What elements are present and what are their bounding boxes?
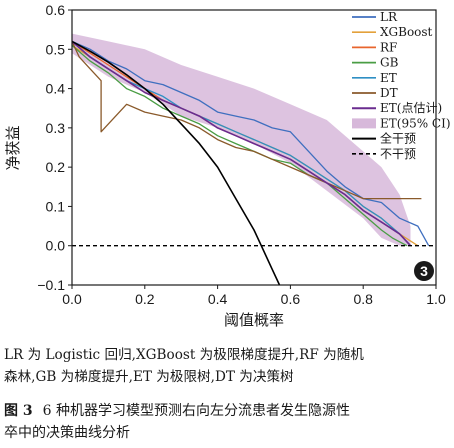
y-tick-label: 0.0 bbox=[46, 238, 66, 254]
series-lines-layer bbox=[72, 40, 436, 285]
x-tick-label: 0.0 bbox=[62, 291, 82, 307]
y-tick-label: 0.1 bbox=[46, 198, 66, 214]
x-tick-label: 0.6 bbox=[281, 291, 301, 307]
y-tick-label: 0.4 bbox=[46, 81, 66, 97]
series-line-1 bbox=[72, 40, 430, 247]
legend-label-8: 全干预 bbox=[380, 131, 416, 146]
panel-label-badge: 3 bbox=[414, 261, 434, 281]
legend-label-2: RF bbox=[380, 40, 397, 54]
figure-title-part-1: 6 种机器学习模型预测右向左分流患者发生隐源性 bbox=[42, 403, 350, 419]
x-axis-title: 阈值概率 bbox=[224, 311, 284, 329]
x-tick-label: 0.2 bbox=[135, 291, 155, 307]
figure-caption-line-1: 图 3 6 种机器学习模型预测右向左分流患者发生隐源性 bbox=[4, 402, 452, 421]
abbreviation-note-line-1: LR 为 Logistic 回归,XGBoost 为极限梯度提升,RF 为随机 bbox=[4, 347, 364, 363]
et-95ci-band bbox=[72, 33, 411, 246]
plot-frame bbox=[71, 9, 437, 286]
legend-label-7: ET(95% CI) bbox=[380, 116, 451, 130]
legend-label-3: GB bbox=[380, 56, 399, 70]
series-line-8 bbox=[72, 40, 281, 285]
x-tick-label: 0.4 bbox=[208, 291, 228, 307]
x-tick-label: 1.0 bbox=[426, 291, 446, 307]
legend-label-0: LR bbox=[380, 10, 398, 24]
series-line-7 bbox=[72, 40, 412, 247]
x-tick-label: 0.8 bbox=[353, 291, 373, 307]
series-line-4 bbox=[72, 44, 408, 247]
y-tick-label: 0.3 bbox=[46, 120, 66, 136]
legend-label-1: XGBoost bbox=[380, 25, 433, 39]
y-tick-label: −0.1 bbox=[37, 277, 65, 293]
panel-label: 3 bbox=[420, 263, 428, 279]
legend-label-6: ET(点估计) bbox=[380, 101, 442, 115]
legend-swatch-ci-band bbox=[352, 118, 376, 129]
y-tick-label: 0.5 bbox=[46, 41, 66, 57]
figure-caption-line-2: 卒中的决策曲线分析 bbox=[4, 425, 130, 441]
legend-label-9: 不干预 bbox=[380, 147, 416, 161]
y-tick-label: 0.2 bbox=[46, 159, 66, 175]
decision-curve-chart: 0.0 0.2 0.4 0.6 0.8 1.0−0.10.00.10.20.30.40.5… bbox=[4, 2, 451, 329]
y-axis-title: 净获益 bbox=[4, 125, 22, 170]
ci-band-layer bbox=[72, 33, 411, 246]
abbreviation-note-line-2: 森林,GB 为梯度提升,ET 为极限树,DT 为决策树 bbox=[4, 369, 294, 385]
axis-ticks: 0.0 0.2 0.4 0.6 0.8 1.0−0.10.00.10.20.30.40.5… bbox=[37, 2, 446, 307]
legend-label-4: ET bbox=[380, 71, 397, 85]
legend-label-5: DT bbox=[380, 86, 398, 100]
figure-label: 图 3 bbox=[4, 403, 33, 419]
series-line-6 bbox=[72, 41, 422, 200]
panel-label-circle bbox=[414, 261, 434, 281]
y-tick-label: 0.6 bbox=[46, 2, 66, 18]
